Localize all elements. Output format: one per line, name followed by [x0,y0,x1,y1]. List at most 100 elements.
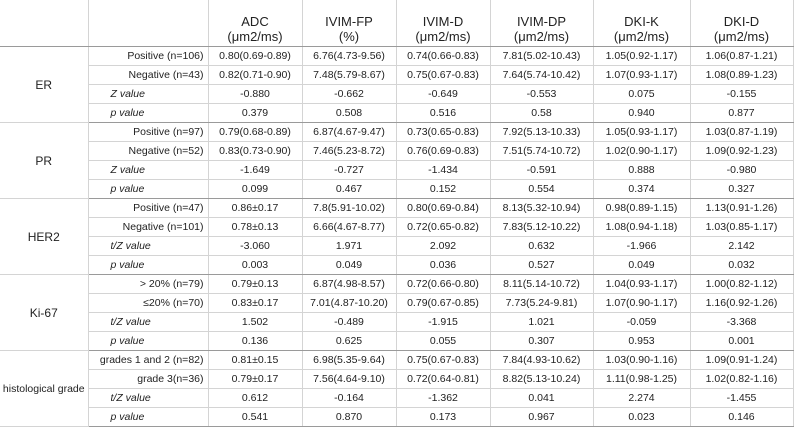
value-cell: -1.966 [593,236,691,256]
value-cell: 0.055 [396,331,491,351]
column-header-adc: ADC (μm2/ms) [208,0,303,47]
value-cell: 7.46(5.23-8.72) [302,141,397,161]
subgroup-label: Positive (n=97) [88,122,209,142]
table-row: grade 3(n=36) 0.79±0.17 7.56(4.64-9.10) 0.7… [0,369,794,389]
value-cell: 0.374 [593,179,691,199]
table-row: Negative (n=43) 0.82(0.71-0.90) 7.48(5.79-… [0,65,794,85]
value-cell: 0.032 [690,255,794,275]
value-cell: 1.05(0.93-1.17) [593,122,691,142]
table-row: ER Positive (n=106) 0.80(0.69-0.89) 6.76(4.… [0,46,794,123]
value-cell: 7.92(5.13-10.33) [490,122,594,142]
value-cell: 7.84(4.93-10.62) [490,350,594,370]
column-header-unit: (μm2/ms) [415,29,471,44]
value-cell: 0.554 [490,179,594,199]
value-cell: 1.06(0.87-1.21) [690,46,794,66]
value-cell: -1.434 [396,160,491,180]
value-cell: -0.059 [593,312,691,332]
value-cell: 0.83(0.73-0.90) [208,141,303,161]
subgroup-label: grade 3(n=36) [88,369,209,389]
table-row: PR Positive (n=97) 0.79(0.68-0.89) 6.87(4.6… [0,122,794,199]
value-cell: 1.09(0.91-1.24) [690,350,794,370]
value-cell: 1.09(0.92-1.23) [690,141,794,161]
table-row: t/Z value 0.612 -0.164 -1.362 0.041 2.274 -1.4… [0,388,794,408]
value-cell: -0.727 [302,160,397,180]
subgroup-label: > 20% (n=79) [88,274,209,294]
table-row: Negative (n=52) 0.83(0.73-0.90) 7.46(5.23-… [0,141,794,161]
value-cell: -0.649 [396,84,491,104]
value-cell: 0.307 [490,331,594,351]
table-row: Z value -1.649 -0.727 -1.434 -0.591 0.888 -0.9… [0,160,794,180]
value-cell: 0.76(0.69-0.83) [396,141,491,161]
value-cell: 6.66(4.67-8.77) [302,217,397,237]
table-row: Negative (n=101) 0.78±0.13 6.66(4.67-8.77)… [0,217,794,237]
value-cell: 0.877 [690,103,794,123]
value-cell: 0.516 [396,103,491,123]
value-cell: 7.56(4.64-9.10) [302,369,397,389]
column-header-unit: (μm2/ms) [227,29,283,44]
table-row: p value 0.099 0.467 0.152 0.554 0.374 0.327 [0,179,794,199]
column-header-dki-d: DKI-D (μm2/ms) [690,0,794,47]
value-cell: -1.362 [396,388,491,408]
value-cell: -3.368 [690,312,794,332]
value-cell: 7.01(4.87-10.20) [302,293,397,313]
group-label-ki-67: Ki-67 [0,274,89,351]
value-cell: 2.142 [690,236,794,256]
value-cell: -0.155 [690,84,794,104]
statistic-label: t/Z value [88,236,209,256]
table-row: p value 0.541 0.870 0.173 0.967 0.023 0.146 [0,407,794,427]
value-cell: 6.76(4.73-9.56) [302,46,397,66]
value-cell: 0.72(0.66-0.80) [396,274,491,294]
subgroup-label: Positive (n=47) [88,198,209,218]
value-cell: 0.527 [490,255,594,275]
value-cell: -0.980 [690,160,794,180]
value-cell: -3.060 [208,236,303,256]
column-header-ivim-d: IVIM-D (μm2/ms) [396,0,491,47]
value-cell: 0.099 [208,179,303,199]
statistic-label: p value [88,255,209,275]
value-cell: 0.467 [302,179,397,199]
value-cell: 0.75(0.67-0.83) [396,65,491,85]
value-cell: 0.78±0.13 [208,217,303,237]
value-cell: 0.86±0.17 [208,198,303,218]
value-cell: 0.79±0.17 [208,369,303,389]
value-cell: 0.003 [208,255,303,275]
value-cell: 0.136 [208,331,303,351]
value-cell: 0.379 [208,103,303,123]
column-header-unit: (μm2/ms) [713,29,770,44]
table-row: p value 0.003 0.049 0.036 0.527 0.049 0.032 [0,255,794,275]
header-row: ADC (μm2/ms) IVIM-FP (%) IVIM-D (μm2/ms) IVIM-… [0,0,794,47]
subgroup-label: Negative (n=43) [88,65,209,85]
value-cell: 0.146 [690,407,794,427]
value-cell: 0.541 [208,407,303,427]
value-cell: 0.83±0.17 [208,293,303,313]
value-cell: -1.649 [208,160,303,180]
subgroup-label: Positive (n=106) [88,46,209,66]
value-cell: 0.049 [593,255,691,275]
value-cell: 0.75(0.67-0.83) [396,350,491,370]
value-cell: 1.02(0.90-1.17) [593,141,691,161]
value-cell: 0.953 [593,331,691,351]
value-cell: 0.72(0.65-0.82) [396,217,491,237]
value-cell: 2.274 [593,388,691,408]
value-cell: 8.11(5.14-10.72) [490,274,594,294]
column-header-dki-k: DKI-K (μm2/ms) [593,0,691,47]
table-row: Z value -0.880 -0.662 -0.649 -0.553 0.075 -0.1… [0,84,794,104]
value-cell: 0.001 [690,331,794,351]
value-cell: 0.075 [593,84,691,104]
statistic-label: t/Z value [88,388,209,408]
value-cell: 0.79±0.13 [208,274,303,294]
value-cell: 1.16(0.92-1.26) [690,293,794,313]
value-cell: 1.05(0.92-1.17) [593,46,691,66]
subgroup-label: ≤20% (n=70) [88,293,209,313]
column-header-unit: (μm2/ms) [613,29,670,44]
value-cell: 6.87(4.67-9.47) [302,122,397,142]
table-row: Ki-67 > 20% (n=79) 0.79±0.13 6.87(4.98-8.57… [0,274,794,351]
value-cell: 7.83(5.12-10.22) [490,217,594,237]
value-cell: 7.64(5.74-10.42) [490,65,594,85]
value-cell: 1.13(0.91-1.26) [690,198,794,218]
statistic-label: p value [88,103,209,123]
statistic-label: p value [88,407,209,427]
value-cell: 0.612 [208,388,303,408]
statistic-label: p value [88,331,209,351]
